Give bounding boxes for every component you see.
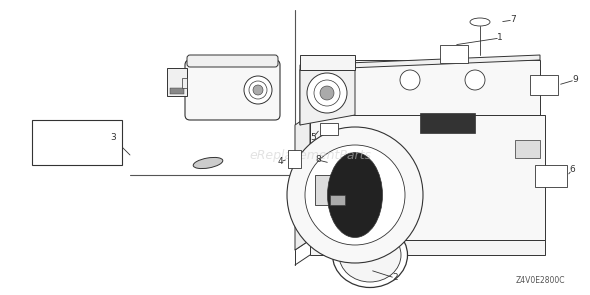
Polygon shape	[300, 70, 355, 125]
Circle shape	[244, 76, 272, 104]
Polygon shape	[300, 60, 315, 125]
Text: Z4V0E2800C: Z4V0E2800C	[516, 276, 565, 285]
Circle shape	[314, 80, 340, 106]
Text: 4: 4	[277, 158, 283, 166]
Polygon shape	[295, 115, 310, 250]
Polygon shape	[315, 60, 540, 115]
Text: 2: 2	[392, 273, 398, 283]
Bar	[315, 175, 330, 205]
Polygon shape	[300, 55, 355, 70]
Bar	[320, 123, 338, 135]
Ellipse shape	[470, 18, 490, 26]
Bar	[530, 75, 558, 95]
Bar	[515, 140, 540, 158]
Circle shape	[307, 73, 347, 113]
Polygon shape	[310, 115, 545, 240]
Bar	[440, 45, 468, 63]
Polygon shape	[310, 240, 545, 255]
Polygon shape	[300, 55, 540, 70]
Text: eReplacementParts: eReplacementParts	[249, 148, 371, 161]
Circle shape	[305, 145, 405, 245]
Text: 6: 6	[569, 165, 575, 175]
Bar	[420, 113, 475, 133]
Ellipse shape	[339, 228, 401, 282]
Circle shape	[320, 86, 334, 100]
Circle shape	[249, 81, 267, 99]
Text: 9: 9	[572, 76, 578, 84]
Text: 7: 7	[510, 16, 516, 24]
Bar	[535, 165, 567, 187]
Text: 1: 1	[497, 34, 503, 42]
Ellipse shape	[333, 222, 408, 288]
Polygon shape	[330, 195, 345, 205]
Circle shape	[253, 85, 263, 95]
Circle shape	[465, 70, 485, 90]
FancyBboxPatch shape	[187, 55, 278, 67]
Text: 5: 5	[310, 134, 316, 142]
Bar	[170, 88, 184, 94]
Text: 3: 3	[110, 132, 116, 142]
Bar	[288, 150, 301, 168]
FancyBboxPatch shape	[185, 60, 280, 120]
Bar	[167, 68, 187, 96]
Text: 8: 8	[315, 155, 321, 165]
Ellipse shape	[327, 153, 382, 237]
Ellipse shape	[193, 158, 223, 168]
Circle shape	[400, 70, 420, 90]
Circle shape	[287, 127, 423, 263]
Bar	[32, 120, 122, 165]
Bar	[182, 78, 187, 88]
